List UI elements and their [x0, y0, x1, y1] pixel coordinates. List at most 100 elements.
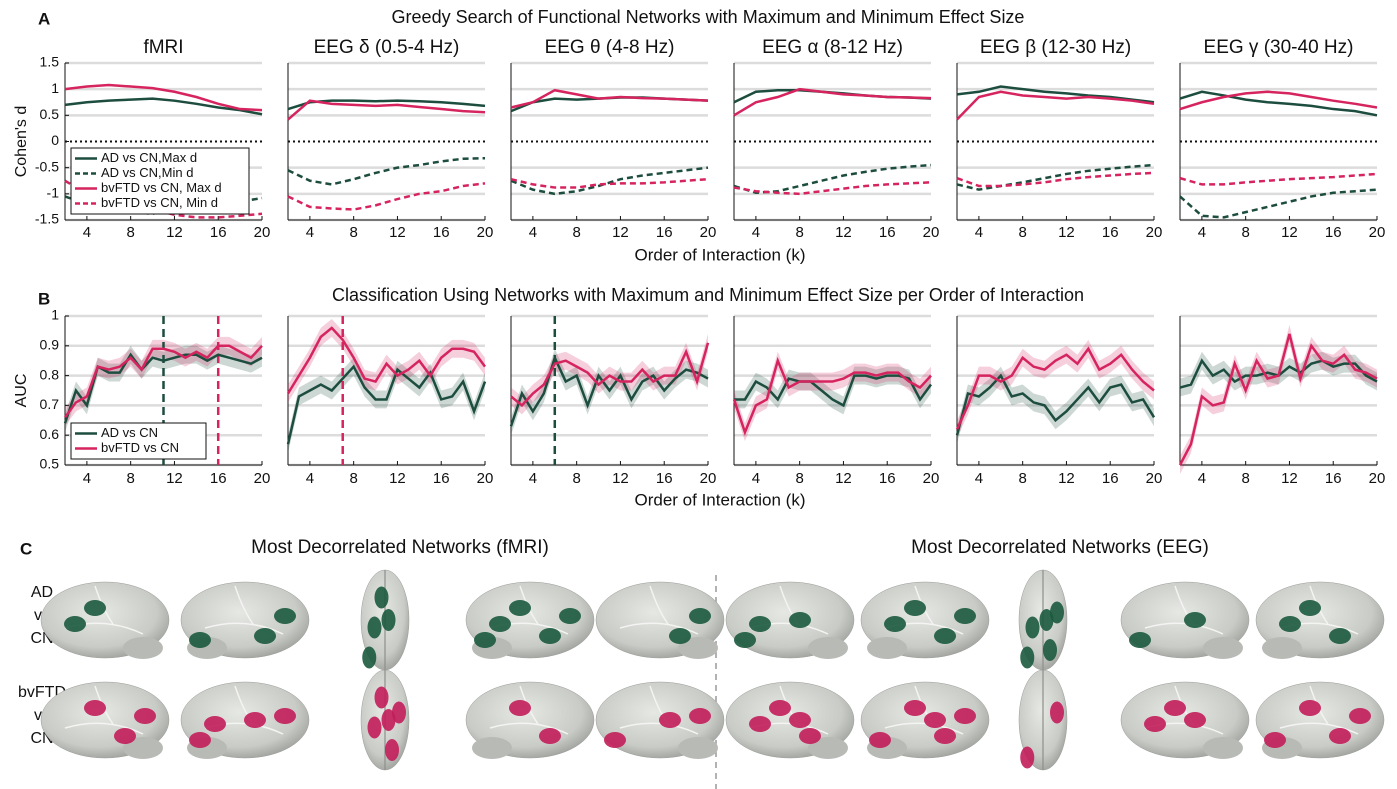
y-tick-label: 0 — [51, 132, 59, 148]
y-tick-label: 0.5 — [40, 456, 60, 472]
network-node — [134, 708, 156, 724]
x-tick-label: 8 — [572, 470, 580, 487]
network-node — [924, 712, 946, 728]
network-node — [689, 708, 711, 724]
brain-sulcus — [619, 722, 699, 735]
network-node — [385, 739, 399, 761]
x-tick-label: 8 — [1241, 470, 1249, 487]
x-tick-label: 4 — [306, 224, 314, 241]
network-node — [367, 616, 382, 639]
series-line — [956, 85, 1155, 104]
y-tick-label: -1 — [47, 185, 60, 201]
x-tick-label: 20 — [1146, 470, 1163, 487]
network-node — [274, 608, 296, 624]
x-tick-label: 12 — [835, 224, 852, 241]
brain-cerebellum — [678, 637, 718, 659]
x-tick-label: 8 — [126, 470, 134, 487]
x-tick-label: 8 — [349, 224, 357, 241]
network-node — [64, 616, 86, 632]
chart-title: EEG θ (4-8 Hz) — [545, 37, 675, 58]
x-tick-label: 16 — [1325, 224, 1342, 241]
network-node — [381, 609, 396, 631]
brain-cerebellum — [472, 737, 512, 759]
x-tick-label: 4 — [1198, 470, 1206, 487]
x-tick-label: 4 — [752, 470, 760, 487]
ci-band — [288, 357, 485, 454]
x-tick-label: 4 — [529, 470, 537, 487]
x-tick-label: 8 — [572, 224, 580, 241]
x-tick-label: 12 — [389, 470, 406, 487]
legend-label: bvFTD vs CN, Max d — [101, 180, 222, 195]
y-axis-label: AUC — [13, 374, 30, 408]
y-tick-label: 0.8 — [40, 366, 60, 382]
y-tick-label: 1.5 — [40, 54, 60, 70]
x-tick-label: 16 — [879, 224, 896, 241]
series-line — [733, 87, 932, 117]
series-line — [956, 163, 1155, 191]
network-node — [1050, 701, 1064, 724]
network-node — [1184, 612, 1206, 628]
series-line — [286, 364, 487, 445]
brain-sulcus — [1279, 722, 1359, 735]
row-title: Classification Using Networks with Maxim… — [332, 285, 1084, 305]
network-node — [474, 632, 496, 648]
legend-box — [70, 147, 250, 215]
x-tick-label: 20 — [1369, 470, 1386, 487]
brain-image — [860, 581, 990, 659]
brain-image — [860, 681, 990, 759]
y-tick-label: 0.7 — [40, 396, 60, 412]
network-node — [509, 600, 531, 616]
legend-box — [70, 422, 207, 460]
panel-label: B — [38, 289, 50, 308]
x-tick-label: 16 — [1325, 470, 1342, 487]
brain-cerebellum — [867, 637, 907, 659]
network-node — [789, 612, 811, 628]
network-node — [189, 732, 211, 748]
x-tick-label: 4 — [83, 470, 91, 487]
series-line — [1179, 90, 1378, 111]
series-line — [286, 326, 487, 395]
x-tick-label: 16 — [210, 224, 227, 241]
x-tick-label: 12 — [166, 224, 183, 241]
panel-label: C — [20, 539, 32, 558]
x-tick-label: 12 — [1058, 224, 1075, 241]
x-tick-label: 20 — [700, 470, 717, 487]
series-line — [64, 97, 263, 116]
series-line — [510, 88, 709, 109]
network-node — [392, 701, 406, 724]
network-node — [254, 628, 276, 644]
x-tick-label: 4 — [529, 224, 537, 241]
panel-label: A — [38, 9, 50, 28]
x-tick-label: 4 — [752, 224, 760, 241]
ci-band — [511, 333, 708, 415]
chart-title: EEG β (12-30 Hz) — [980, 37, 1131, 58]
brain-cerebellum — [678, 737, 718, 759]
x-tick-label: 20 — [923, 470, 940, 487]
network-node — [1329, 628, 1351, 644]
series-line — [732, 356, 932, 436]
network-node — [749, 716, 771, 732]
series-line — [1178, 333, 1378, 466]
network-node — [789, 712, 811, 728]
y-axis-label: Cohen's d — [13, 106, 30, 178]
series-line — [510, 177, 709, 189]
brain-cerebellum — [808, 637, 848, 659]
network-node — [204, 716, 226, 732]
x-tick-label: 12 — [835, 470, 852, 487]
x-tick-label: 4 — [306, 470, 314, 487]
network-node — [734, 632, 756, 648]
x-tick-label: 12 — [1281, 224, 1298, 241]
brain-image — [40, 681, 170, 759]
network-node — [1020, 746, 1035, 769]
ci-band — [1180, 324, 1377, 474]
brain-image — [465, 681, 595, 759]
network-node — [884, 616, 906, 632]
legend-label: AD vs CN,Min d — [101, 165, 193, 180]
network-node — [1279, 616, 1301, 632]
series-line — [734, 374, 933, 408]
network-node — [381, 709, 396, 731]
x-tick-label: 20 — [477, 470, 494, 487]
brain-cerebellum — [123, 637, 163, 659]
network-node — [1264, 732, 1286, 748]
series-line — [1179, 188, 1378, 219]
